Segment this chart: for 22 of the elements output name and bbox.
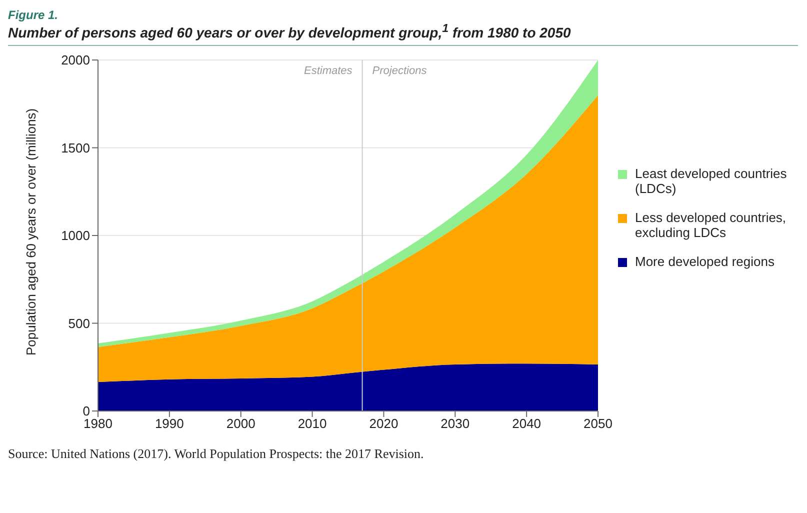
x-tick-label: 2000 — [226, 416, 256, 431]
x-tick-label: 1980 — [84, 416, 112, 431]
chart-subtitle: Figure 1. — [8, 8, 60, 22]
annotation: Projections — [372, 64, 428, 77]
y-tick-label: 500 — [68, 316, 90, 331]
y-tick-label: 1500 — [61, 140, 90, 156]
x-tick-label: 2050 — [584, 416, 612, 431]
legend-label: Less developed countries, excluding LDCs — [635, 210, 788, 240]
x-tick-label: 1990 — [154, 416, 184, 431]
y-tick-label: 0 — [82, 403, 90, 418]
y-axis-title: Population aged 60 years or over (millions) — [24, 108, 39, 356]
x-tick-label: 2030 — [440, 416, 470, 431]
x-tick-label: 2010 — [298, 416, 327, 431]
y-tick-label: 2000 — [61, 52, 90, 68]
annotation: Estimates — [304, 64, 353, 77]
chart-title: Number of persons aged 60 years or over by development group,$^{1}$ from 1980 to 2050 — [8, 22, 798, 46]
x-tick-label: 2040 — [512, 416, 542, 431]
y-tick-label: 1000 — [61, 228, 90, 243]
source-note: Source: United Nations (2017). World Population Prospects: the 2017 Revision. — [8, 446, 425, 462]
legend-label: Least developed countries (LDCs) — [635, 166, 788, 196]
x-tick-label: 2020 — [369, 416, 398, 431]
legend-label: More developed regions — [635, 254, 774, 269]
